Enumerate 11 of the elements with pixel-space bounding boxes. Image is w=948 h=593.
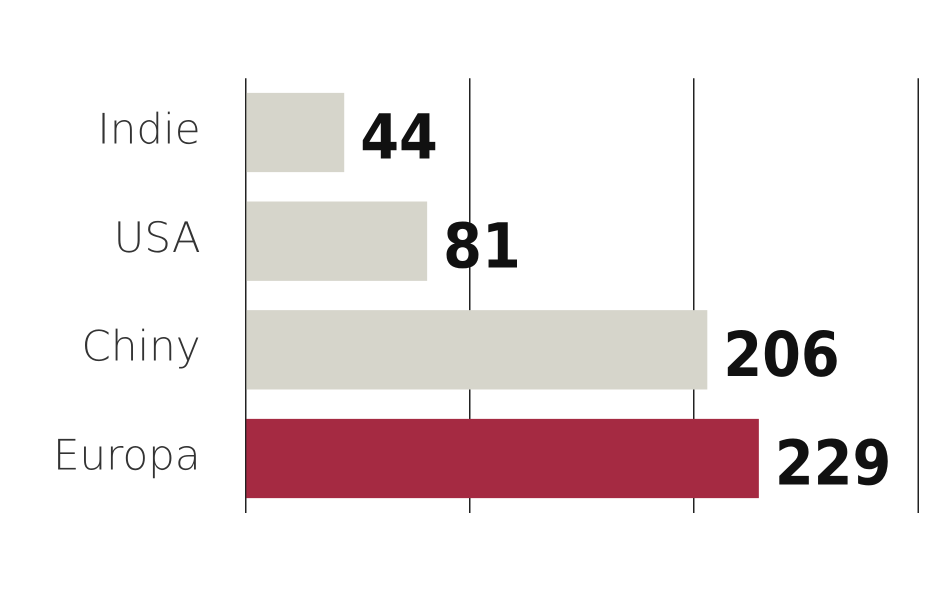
data-label: 206 <box>723 318 840 391</box>
y-tick-label: USA <box>114 213 201 262</box>
data-label: 44 <box>360 100 438 174</box>
bar <box>246 92 344 172</box>
bar <box>246 418 759 498</box>
y-tick-label: Indie <box>97 104 201 154</box>
bar <box>246 310 708 390</box>
y-tick-label: Europa <box>52 430 201 480</box>
data-label: 229 <box>774 426 892 500</box>
bar <box>246 202 428 281</box>
y-tick-label: Chiny <box>82 322 201 371</box>
